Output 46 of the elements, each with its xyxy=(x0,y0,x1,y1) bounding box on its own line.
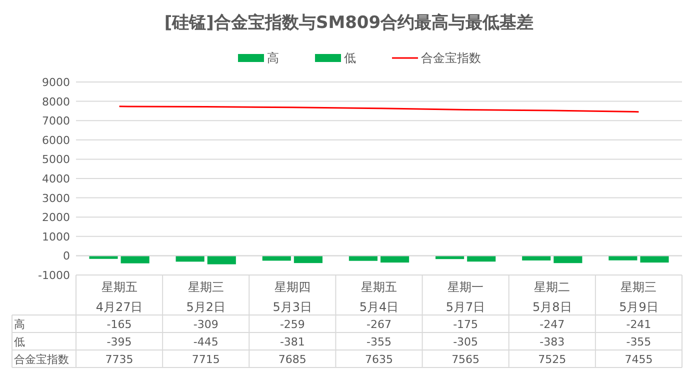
text: 低 xyxy=(14,336,25,348)
data-label: 7455 xyxy=(624,353,653,366)
x-tick-label: 星期三 5月9日 xyxy=(619,280,658,314)
data-label: 7525 xyxy=(538,353,566,366)
data-label: 7715 xyxy=(192,353,220,366)
data-label: -445 xyxy=(193,336,218,348)
data-label: -305 xyxy=(453,336,478,348)
data-label: -395 xyxy=(106,336,132,348)
data-label: -267 xyxy=(366,318,392,331)
data-label: -383 xyxy=(540,336,565,348)
y-tick-label: 5000 xyxy=(42,153,70,166)
x-tick-label: 星期三 5月2日 xyxy=(186,280,226,314)
legend-label: 低 xyxy=(344,51,356,65)
data-label: 7685 xyxy=(278,353,306,366)
data-label: -355 xyxy=(626,336,652,348)
x-tick-label: 星期一 5月7日 xyxy=(446,280,486,314)
data-label: 7565 xyxy=(452,353,480,366)
text: 合金宝指数 xyxy=(14,353,69,366)
text: 高 xyxy=(14,318,25,331)
y-tick-label: 7000 xyxy=(42,114,70,128)
data-label: -259 xyxy=(280,318,305,331)
data-label: -175 xyxy=(453,318,478,331)
y-tick-label: 1000 xyxy=(42,230,70,244)
data-label: 7635 xyxy=(365,353,393,366)
data-label: 7735 xyxy=(105,353,134,366)
x-tick-label: 星期四 5月3日 xyxy=(272,280,312,314)
y-tick-label: -1000 xyxy=(38,269,70,282)
x-tick-label: 星期五 4月27日 xyxy=(96,280,143,314)
x-tick-label: 星期二 5月8日 xyxy=(532,280,572,314)
data-label: -309 xyxy=(193,318,218,331)
legend-label: 高 xyxy=(267,51,279,65)
y-tick-label: 6000 xyxy=(42,134,70,147)
data-label: -381 xyxy=(280,336,305,348)
legend-label: 合金宝指数 xyxy=(421,51,481,65)
chart-title: [硅锰]合金宝指数与SM809合约最高与最低基差 xyxy=(164,13,534,33)
data-label: -355 xyxy=(366,336,392,348)
data-label: -241 xyxy=(626,318,652,331)
y-tick-label: 2000 xyxy=(42,211,70,224)
data-label: -247 xyxy=(540,318,565,331)
y-tick-label: 3000 xyxy=(42,192,70,205)
y-tick-label: 0 xyxy=(63,250,70,263)
y-tick-label: 8000 xyxy=(42,95,70,108)
data-label: -165 xyxy=(106,318,132,331)
y-tick-label: 9000 xyxy=(42,76,70,89)
y-tick-label: 4000 xyxy=(42,172,70,186)
x-tick-label: 星期五 5月4日 xyxy=(359,280,399,314)
